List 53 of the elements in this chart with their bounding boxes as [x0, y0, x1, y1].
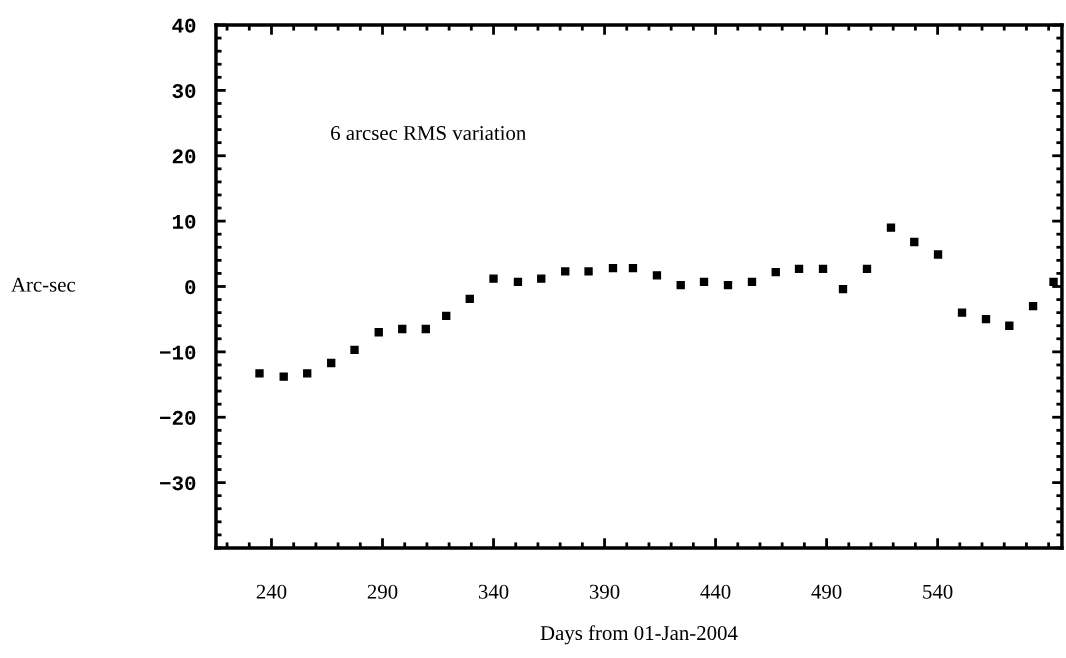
- point: [608, 264, 618, 273]
- point: [818, 264, 828, 274]
- y-tick-label: 10: [172, 214, 196, 229]
- annotation: 6 arcsec RMS variation: [331, 126, 526, 141]
- point: [1028, 301, 1038, 311]
- point: [584, 267, 593, 276]
- x-tick-label: 540: [923, 584, 953, 599]
- point: [513, 277, 523, 287]
- y-axis-title: Arc-sec: [11, 277, 76, 292]
- point: [1049, 277, 1058, 287]
- x-tick-label: 290: [367, 584, 398, 599]
- point: [442, 311, 451, 321]
- x-tick-label: 340: [478, 584, 509, 599]
- point: [699, 277, 709, 287]
- point: [350, 345, 359, 355]
- point: [628, 264, 638, 273]
- point: [327, 358, 336, 368]
- point: [465, 294, 474, 304]
- y-tick-label: 0: [185, 280, 196, 295]
- point: [981, 315, 991, 324]
- point: [537, 274, 546, 283]
- x-tick-label: 240: [256, 584, 287, 599]
- point: [794, 264, 804, 274]
- point: [676, 281, 685, 290]
- point: [957, 308, 967, 317]
- point: [255, 369, 264, 378]
- point: [303, 369, 312, 378]
- point: [886, 223, 896, 232]
- point: [398, 324, 407, 334]
- x-tick-label: 390: [589, 584, 620, 599]
- point: [279, 372, 288, 381]
- y-tick-label: 20: [172, 149, 196, 164]
- point: [933, 250, 943, 259]
- point: [421, 324, 430, 334]
- point: [1005, 321, 1014, 330]
- x-tick-label: 440: [700, 584, 731, 599]
- x-tick-label: 490: [811, 584, 842, 599]
- point: [652, 271, 662, 280]
- y-tick-label: −20: [160, 410, 196, 425]
- y-tick-label: −10: [160, 345, 196, 360]
- point: [771, 267, 780, 277]
- point: [838, 284, 848, 294]
- y-tick-label: 40: [172, 18, 196, 33]
- point: [862, 264, 872, 274]
- y-tick-label: −30: [160, 476, 196, 491]
- point: [561, 267, 570, 276]
- x-axis-title: Days from 01-Jan-2004: [540, 625, 738, 645]
- point: [723, 281, 733, 290]
- y-tick-label: 30: [172, 83, 196, 99]
- point: [747, 277, 757, 287]
- point: [374, 328, 383, 337]
- point: [910, 237, 919, 247]
- point: [489, 274, 498, 283]
